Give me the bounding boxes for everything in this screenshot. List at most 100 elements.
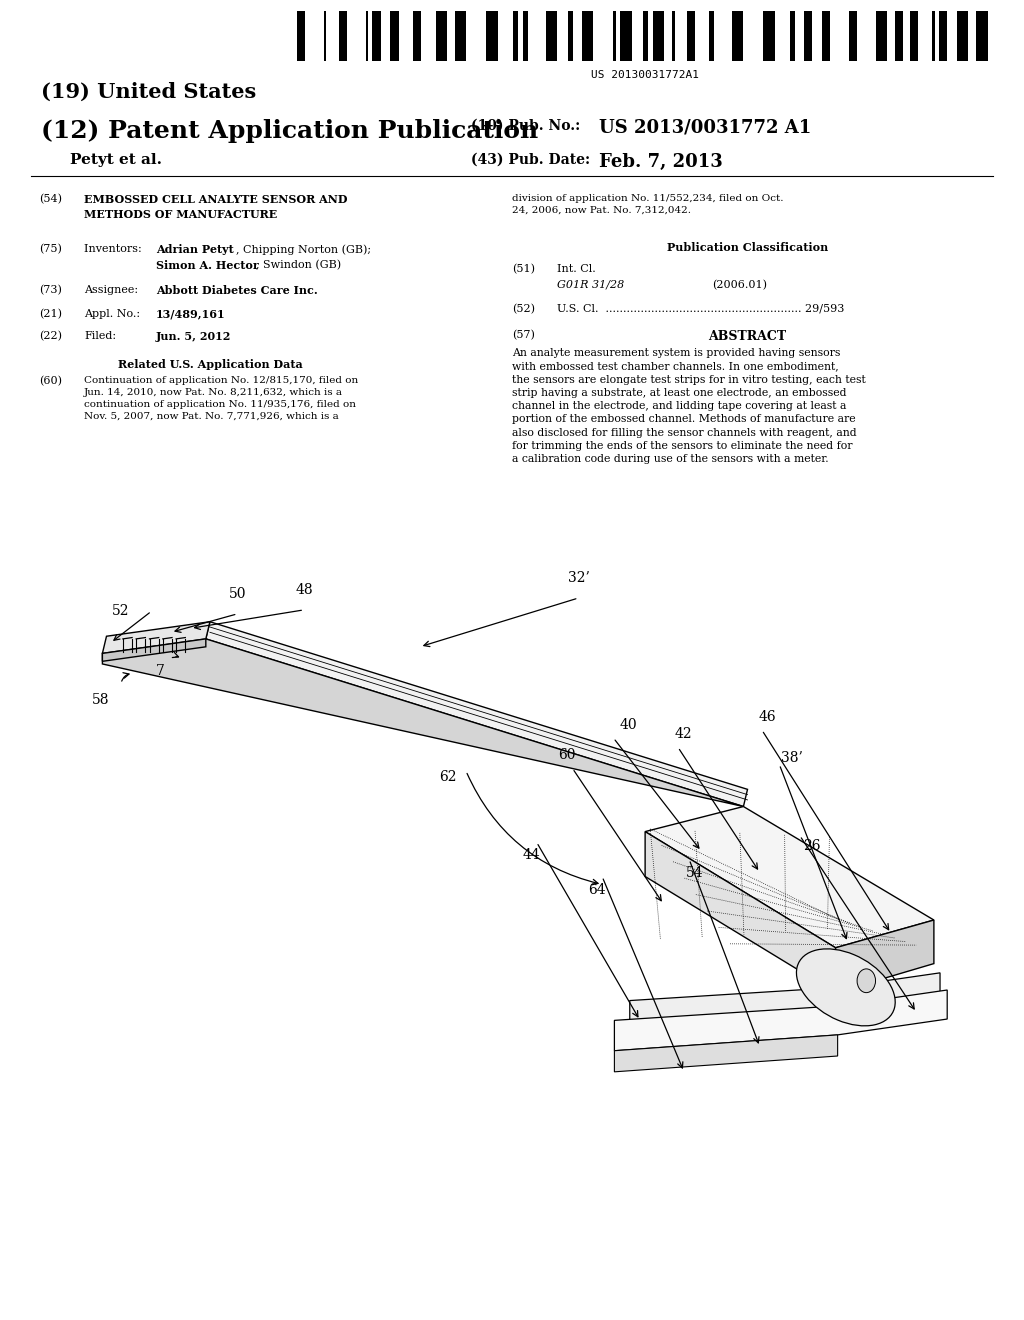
- Text: G01R 31/28: G01R 31/28: [557, 280, 625, 290]
- Text: (19) United States: (19) United States: [41, 82, 256, 102]
- Text: Continuation of application No. 12/815,170, filed on
Jun. 14, 2010, now Pat. No.: Continuation of application No. 12/815,1…: [84, 376, 358, 421]
- Text: ABSTRACT: ABSTRACT: [709, 330, 786, 343]
- Bar: [455, 11, 466, 61]
- Text: (73): (73): [39, 285, 61, 296]
- Text: (10) Pub. No.:: (10) Pub. No.:: [471, 119, 581, 133]
- Bar: [513, 11, 518, 61]
- Bar: [791, 11, 796, 61]
- Text: 64: 64: [588, 883, 606, 896]
- Text: (52): (52): [512, 304, 535, 314]
- Text: 26: 26: [803, 840, 821, 853]
- Text: Appl. No.:: Appl. No.:: [84, 309, 143, 319]
- Bar: [957, 11, 969, 61]
- Text: 44: 44: [522, 849, 541, 862]
- Bar: [976, 11, 988, 61]
- Polygon shape: [102, 639, 206, 661]
- Text: Simon A. Hector: Simon A. Hector: [156, 260, 258, 271]
- Bar: [297, 11, 305, 61]
- Polygon shape: [630, 973, 940, 1027]
- Text: division of application No. 11/552,234, filed on Oct.
24, 2006, now Pat. No. 7,3: division of application No. 11/552,234, …: [512, 194, 783, 215]
- Text: Feb. 7, 2013: Feb. 7, 2013: [599, 153, 723, 172]
- Text: (21): (21): [39, 309, 61, 319]
- Polygon shape: [645, 832, 836, 993]
- Text: US 20130031772A1: US 20130031772A1: [591, 70, 699, 81]
- Bar: [763, 11, 775, 61]
- Text: 52: 52: [112, 605, 130, 618]
- Text: (51): (51): [512, 264, 535, 275]
- Bar: [653, 11, 665, 61]
- Bar: [613, 11, 616, 61]
- Text: (60): (60): [39, 376, 61, 387]
- Text: 50: 50: [228, 587, 247, 601]
- Text: 48: 48: [295, 583, 313, 597]
- Text: 62: 62: [438, 771, 457, 784]
- Text: Jun. 5, 2012: Jun. 5, 2012: [156, 331, 231, 342]
- Text: 7: 7: [157, 664, 165, 677]
- Bar: [932, 11, 935, 61]
- Bar: [366, 11, 369, 61]
- Text: Related U.S. Application Data: Related U.S. Application Data: [118, 359, 302, 370]
- Text: Adrian Petyt: Adrian Petyt: [156, 244, 233, 255]
- Text: (57): (57): [512, 330, 535, 341]
- Text: U.S. Cl.  ........................................................ 29/593: U.S. Cl. ...............................…: [557, 304, 845, 314]
- Bar: [435, 11, 447, 61]
- Text: 38’: 38’: [780, 751, 803, 764]
- Bar: [876, 11, 888, 61]
- Bar: [621, 11, 632, 61]
- Text: US 2013/0031772 A1: US 2013/0031772 A1: [599, 119, 811, 137]
- Text: Inventors:: Inventors:: [84, 244, 145, 255]
- Polygon shape: [102, 622, 210, 653]
- Text: (22): (22): [39, 331, 61, 342]
- Text: Assignee:: Assignee:: [84, 285, 141, 296]
- Bar: [413, 11, 421, 61]
- Text: , Swindon (GB): , Swindon (GB): [256, 260, 341, 271]
- Circle shape: [857, 969, 876, 993]
- Text: EMBOSSED CELL ANALYTE SENSOR AND
METHODS OF MANUFACTURE: EMBOSSED CELL ANALYTE SENSOR AND METHODS…: [84, 194, 347, 219]
- Text: (2006.01): (2006.01): [712, 280, 767, 290]
- Ellipse shape: [797, 949, 895, 1026]
- Polygon shape: [614, 1035, 838, 1072]
- Text: 40: 40: [620, 718, 638, 731]
- Bar: [568, 11, 573, 61]
- Bar: [643, 11, 648, 61]
- Bar: [672, 11, 675, 61]
- Polygon shape: [614, 990, 947, 1051]
- Bar: [687, 11, 695, 61]
- Text: , Chipping Norton (GB);: , Chipping Norton (GB);: [236, 244, 371, 255]
- Polygon shape: [206, 622, 748, 807]
- Text: 58: 58: [91, 693, 110, 706]
- Text: Publication Classification: Publication Classification: [667, 242, 828, 252]
- Text: 46: 46: [758, 710, 776, 723]
- Text: (54): (54): [39, 194, 61, 205]
- Bar: [582, 11, 594, 61]
- Bar: [849, 11, 857, 61]
- Bar: [486, 11, 498, 61]
- Bar: [339, 11, 347, 61]
- Bar: [523, 11, 528, 61]
- Bar: [373, 11, 381, 61]
- Bar: [324, 11, 327, 61]
- Text: 32’: 32’: [567, 572, 590, 585]
- Bar: [909, 11, 918, 61]
- Bar: [732, 11, 743, 61]
- Text: 60: 60: [558, 748, 577, 762]
- Text: (75): (75): [39, 244, 61, 255]
- Bar: [710, 11, 714, 61]
- Text: 42: 42: [674, 727, 692, 741]
- Text: 54: 54: [685, 866, 703, 879]
- Bar: [939, 11, 947, 61]
- Polygon shape: [102, 639, 743, 807]
- Text: Petyt et al.: Petyt et al.: [70, 153, 162, 168]
- Text: (12) Patent Application Publication: (12) Patent Application Publication: [41, 119, 539, 143]
- Bar: [804, 11, 812, 61]
- Polygon shape: [836, 920, 934, 993]
- Polygon shape: [645, 807, 934, 948]
- Bar: [895, 11, 903, 61]
- Bar: [546, 11, 557, 61]
- Bar: [822, 11, 830, 61]
- Text: Int. Cl.: Int. Cl.: [557, 264, 596, 275]
- Text: (43) Pub. Date:: (43) Pub. Date:: [471, 153, 590, 168]
- Text: Filed:: Filed:: [84, 331, 116, 342]
- Bar: [390, 11, 398, 61]
- Text: Abbott Diabetes Care Inc.: Abbott Diabetes Care Inc.: [156, 285, 317, 296]
